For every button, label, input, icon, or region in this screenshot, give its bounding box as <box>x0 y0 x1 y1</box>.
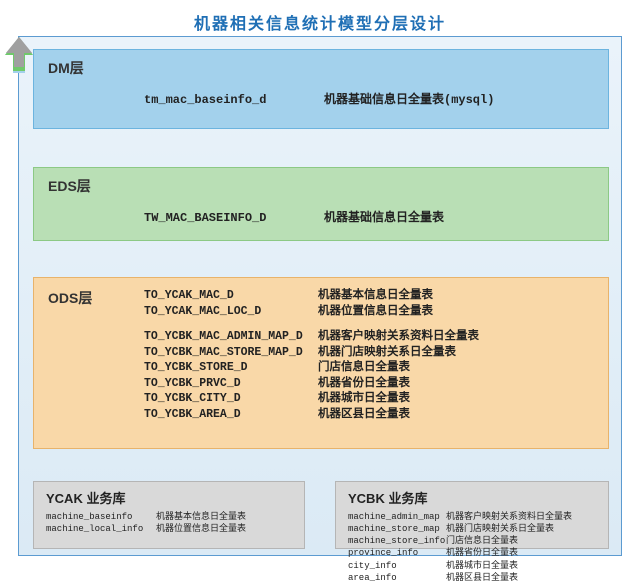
table-key: machine_admin_map <box>348 511 446 523</box>
table-key: area_info <box>348 572 446 584</box>
table-val: 机器门店映射关系日全量表 <box>318 345 479 361</box>
table-row: area_info机器区县日全量表 <box>348 572 608 584</box>
table-val: 机器客户映射关系资料日全量表 <box>318 329 479 345</box>
diagram-canvas: DM层 tm_mac_baseinfo_d 机器基础信息日全量表(mysql) … <box>18 36 622 556</box>
table-row: TO_YCBK_STORE_D门店信息日全量表 <box>144 360 479 376</box>
table-row: TW_MAC_BASEINFO_D 机器基础信息日全量表 <box>144 210 608 226</box>
table-row: TO_YCAK_MAC_D机器基本信息日全量表 <box>144 288 479 304</box>
table-row: tm_mac_baseinfo_d 机器基础信息日全量表(mysql) <box>144 92 608 108</box>
dm-layer: DM层 tm_mac_baseinfo_d 机器基础信息日全量表(mysql) <box>33 49 609 129</box>
table-key: machine_baseinfo <box>46 511 156 523</box>
table-row: machine_baseinfo机器基本信息日全量表 <box>46 511 304 523</box>
table-val: 机器基本信息日全量表 <box>156 511 304 523</box>
table-key: tm_mac_baseinfo_d <box>144 92 324 108</box>
eds-content: TW_MAC_BASEINFO_D 机器基础信息日全量表 <box>34 196 608 226</box>
table-val: 机器区县日全量表 <box>446 572 608 584</box>
table-val: 机器基础信息日全量表 <box>324 210 608 226</box>
table-row: machine_local_info机器位置信息日全量表 <box>46 523 304 535</box>
table-key: TO_YCBK_MAC_ADMIN_MAP_D <box>144 329 318 345</box>
table-row: TO_YCBK_CITY_D机器城市日全量表 <box>144 391 479 407</box>
table-val: 机器省份日全量表 <box>446 547 608 559</box>
ycbk-source: YCBK 业务库 machine_admin_map机器客户映射关系资料日全量表… <box>335 481 609 549</box>
table-val: 机器基本信息日全量表 <box>318 288 479 304</box>
table-key: TO_YCBK_AREA_D <box>144 407 318 423</box>
table-row: machine_store_info门店信息日全量表 <box>348 535 608 547</box>
table-row: TO_YCBK_MAC_ADMIN_MAP_D机器客户映射关系资料日全量表 <box>144 329 479 345</box>
dm-content: tm_mac_baseinfo_d 机器基础信息日全量表(mysql) <box>34 78 608 108</box>
table-val: 门店信息日全量表 <box>446 535 608 547</box>
eds-layer: EDS层 TW_MAC_BASEINFO_D 机器基础信息日全量表 <box>33 167 609 241</box>
eds-layer-title: EDS层 <box>34 168 608 196</box>
table-row: TO_YCBK_PRVC_D机器省份日全量表 <box>144 376 479 392</box>
table-row: province_info机器省份日全量表 <box>348 547 608 559</box>
table-row: machine_store_map机器门店映射关系日全量表 <box>348 523 608 535</box>
table-key: TO_YCBK_CITY_D <box>144 391 318 407</box>
table-key: TO_YCAK_MAC_LOC_D <box>144 304 318 320</box>
table-val: 机器位置信息日全量表 <box>156 523 304 535</box>
table-key: TO_YCBK_MAC_STORE_MAP_D <box>144 345 318 361</box>
table-key: TW_MAC_BASEINFO_D <box>144 210 324 226</box>
table-row: TO_YCBK_AREA_D机器区县日全量表 <box>144 407 479 423</box>
table-val: 机器门店映射关系日全量表 <box>446 523 608 535</box>
table-row: machine_admin_map机器客户映射关系资料日全量表 <box>348 511 608 523</box>
table-val: 机器位置信息日全量表 <box>318 304 479 320</box>
table-val: 门店信息日全量表 <box>318 360 479 376</box>
ycak-title: YCAK 业务库 <box>34 482 304 511</box>
ycak-source: YCAK 业务库 machine_baseinfo机器基本信息日全量表machi… <box>33 481 305 549</box>
table-key: province_info <box>348 547 446 559</box>
table-val: 机器客户映射关系资料日全量表 <box>446 511 608 523</box>
table-val: 机器省份日全量表 <box>318 376 479 392</box>
table-row: TO_YCBK_MAC_STORE_MAP_D机器门店映射关系日全量表 <box>144 345 479 361</box>
ycbk-content: machine_admin_map机器客户映射关系资料日全量表machine_s… <box>336 511 608 584</box>
ycak-content: machine_baseinfo机器基本信息日全量表machine_local_… <box>34 511 304 535</box>
table-key: TO_YCBK_STORE_D <box>144 360 318 376</box>
table-key: machine_store_info <box>348 535 446 547</box>
dm-layer-title: DM层 <box>34 50 608 78</box>
table-row: TO_YCAK_MAC_LOC_D机器位置信息日全量表 <box>144 304 479 320</box>
table-key: TO_YCAK_MAC_D <box>144 288 318 304</box>
table-val: 机器区县日全量表 <box>318 407 479 423</box>
table-key: machine_local_info <box>46 523 156 535</box>
table-val: 机器城市日全量表 <box>318 391 479 407</box>
table-key: machine_store_map <box>348 523 446 535</box>
ods-content: TO_YCAK_MAC_D机器基本信息日全量表TO_YCAK_MAC_LOC_D… <box>34 288 479 422</box>
ycbk-title: YCBK 业务库 <box>336 482 608 511</box>
table-key: TO_YCBK_PRVC_D <box>144 376 318 392</box>
table-val: 机器基础信息日全量表(mysql) <box>324 92 608 108</box>
ods-layer: ODS层 TO_YCAK_MAC_D机器基本信息日全量表TO_YCAK_MAC_… <box>33 277 609 449</box>
